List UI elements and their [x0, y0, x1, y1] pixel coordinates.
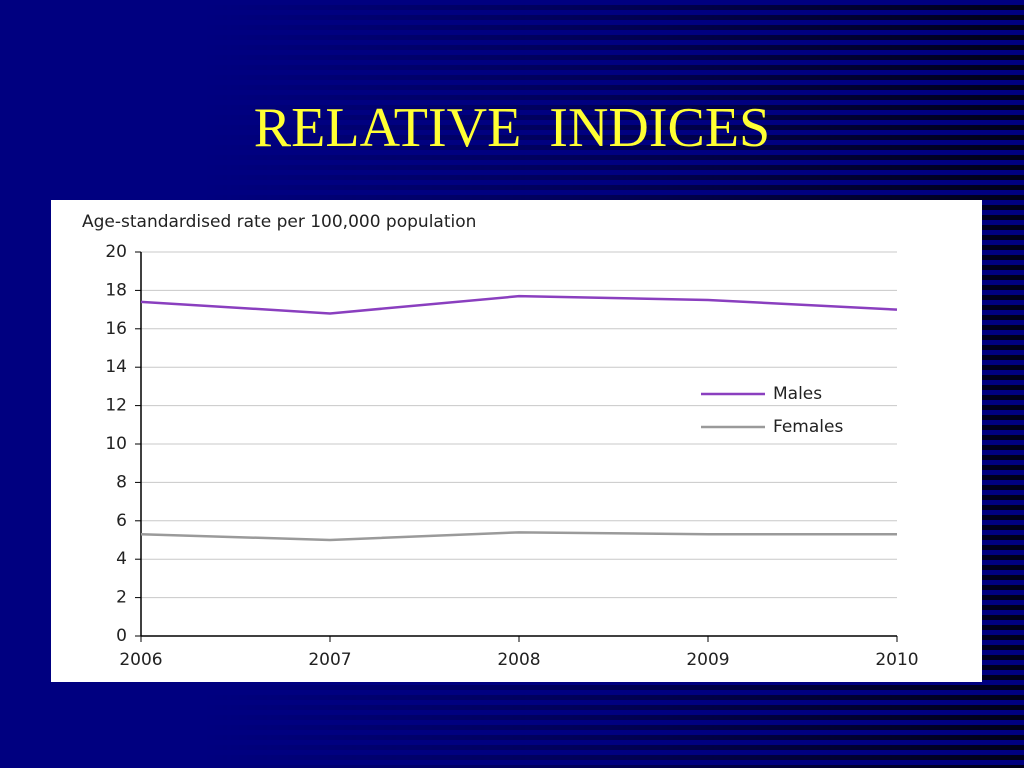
legend-label: Males	[773, 384, 822, 404]
chart: Age-standardised rate per 100,000 popula…	[82, 212, 919, 670]
legend-label: Females	[773, 417, 843, 437]
y-tick-label: 14	[105, 357, 127, 377]
series-line	[140, 294, 898, 315]
x-tick-label: 2008	[497, 650, 540, 670]
y-tick-label: 10	[105, 434, 127, 454]
x-tick-label: 2006	[119, 650, 162, 670]
slide-title: RELATIVE INDICES	[253, 97, 771, 159]
y-tick-label: 4	[116, 549, 127, 569]
y-tick-label: 16	[105, 319, 127, 339]
x-tick-label: 2009	[686, 650, 729, 670]
y-tick-label: 12	[105, 396, 127, 416]
y-tick-label: 2	[116, 588, 127, 608]
series-line	[140, 531, 897, 542]
y-tick-label: 18	[105, 280, 127, 300]
y-tick-label: 0	[116, 626, 127, 646]
chart-panel: Age-standardised rate per 100,000 popula…	[51, 200, 982, 682]
y-tick-label: 8	[116, 472, 127, 492]
x-tick-label: 2007	[308, 650, 351, 670]
x-tick-label: 2010	[875, 650, 918, 670]
y-tick-label: 6	[116, 511, 127, 531]
y-tick-label: 20	[105, 242, 127, 262]
chart-title: Age-standardised rate per 100,000 popula…	[82, 212, 476, 232]
